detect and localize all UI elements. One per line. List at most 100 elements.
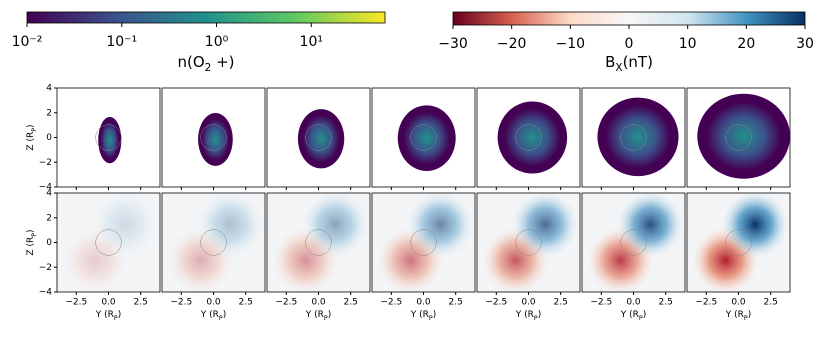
colorbar-tick-label: 10⁻¹ (106, 34, 137, 50)
x-axis-label-part: Y (R (725, 310, 744, 320)
x-tick-label: −2.5 (695, 298, 717, 308)
planet-outline (410, 229, 437, 256)
colorbar-label-part: 2 (205, 62, 212, 74)
plasma-region (697, 93, 790, 179)
y-tick-label: 2 (46, 213, 52, 223)
plasma-region (98, 116, 122, 164)
y-tick-label: −2 (39, 158, 52, 168)
colorbar (26, 11, 386, 24)
field-neg (616, 193, 684, 258)
planet-outline (200, 124, 227, 151)
x-tick-label: 2.5 (554, 298, 568, 308)
x-axis-label: Y (RP) (515, 310, 541, 322)
y-tick-label: −4 (39, 288, 53, 298)
x-tick-label: −2.5 (170, 298, 192, 308)
panel (372, 88, 475, 187)
x-tick-label: 2.5 (344, 298, 358, 308)
x-axis-label-part: Y (R (95, 310, 114, 320)
colorbar (452, 11, 806, 26)
y-tick-label: 0 (46, 238, 52, 248)
colorbar-tick-label: −10 (556, 36, 586, 52)
colorbar-tick-label: 10 (679, 36, 697, 52)
planet-outline (95, 229, 122, 256)
planet-outline (410, 124, 437, 151)
y-tick-label: 2 (46, 108, 52, 118)
x-tick-label: 2.5 (659, 298, 673, 308)
x-axis-label-part: ) (328, 310, 332, 320)
colorbar-label: BX(nT) (605, 53, 653, 75)
field-neg (196, 193, 264, 258)
x-axis-label-part: P (219, 315, 223, 322)
x-axis-label: Y (RP) (410, 310, 436, 322)
y-axis-label-part: Z (R (26, 132, 36, 151)
panel (267, 193, 370, 292)
x-axis-label-part: P (534, 315, 538, 322)
planet-outline (620, 124, 647, 151)
planet-outline (515, 124, 542, 151)
panel (57, 88, 160, 187)
x-axis-label-part: ) (118, 310, 122, 320)
x-tick-label: 2.5 (134, 298, 148, 308)
y-axis-label: Z (RP) (26, 124, 38, 150)
colorbar-label: n(O2 +) (177, 53, 234, 75)
planet-outline (725, 229, 752, 256)
x-axis-label-part: ) (223, 310, 227, 320)
x-tick-label: 2.5 (449, 298, 463, 308)
panel (582, 193, 685, 292)
y-axis-label-part: P (31, 233, 38, 237)
x-axis-label: Y (RP) (725, 310, 751, 322)
x-tick-label: 0.0 (416, 298, 431, 308)
x-axis-label-part: Y (R (620, 310, 639, 320)
planet-outline (305, 124, 332, 151)
x-axis-label: Y (RP) (95, 310, 121, 322)
x-axis-label-part: Y (R (200, 310, 219, 320)
x-axis-label-part: Y (R (515, 310, 534, 320)
y-tick-label: 4 (46, 84, 52, 94)
x-tick-label: 0.0 (206, 298, 221, 308)
planet-outline (725, 124, 752, 151)
colorbar-label-part: (nT) (623, 53, 653, 71)
x-axis-label-part: P (429, 315, 433, 322)
plasma-region (297, 109, 345, 169)
x-tick-label: −2.5 (65, 298, 87, 308)
plasma-region (198, 113, 233, 166)
plasma-region (597, 97, 679, 177)
y-tick-label: −4 (39, 183, 53, 193)
colorbar-label-part: B (605, 53, 615, 71)
y-axis-label: Z (RP) (26, 229, 38, 255)
x-axis-label-part: P (324, 315, 328, 322)
colorbar-tick-label: 10⁻² (12, 34, 43, 50)
planet-outline (305, 229, 332, 256)
x-axis-label: Y (RP) (305, 310, 331, 322)
x-tick-label: −2.5 (275, 298, 297, 308)
y-axis-label-part: ) (26, 229, 36, 233)
x-axis-label: Y (RP) (200, 310, 226, 322)
panel (477, 88, 580, 187)
x-axis-label-part: P (639, 315, 643, 322)
colorbar-label-part: +) (211, 53, 234, 71)
y-tick-label: 0 (46, 133, 52, 143)
x-axis-label-part: P (744, 315, 748, 322)
field-neg (511, 193, 579, 258)
colorbar-label-part: X (615, 62, 622, 74)
panel (267, 88, 370, 187)
colorbar-tick-label: 10⁰ (205, 34, 229, 50)
x-axis-label-part: ) (538, 310, 542, 320)
x-tick-label: −2.5 (485, 298, 507, 308)
colorbar-tick-label: 20 (737, 36, 755, 52)
panel (162, 88, 265, 187)
plasma-region (497, 101, 568, 174)
x-tick-label: 0.0 (626, 298, 641, 308)
x-tick-label: 0.0 (311, 298, 326, 308)
x-tick-label: −2.5 (590, 298, 612, 308)
x-axis-label-part: Y (R (305, 310, 324, 320)
y-axis-label-part: ) (26, 124, 36, 128)
x-axis-label-part: P (114, 315, 118, 322)
panel (687, 193, 790, 292)
panel (582, 88, 685, 187)
panel (687, 88, 790, 187)
x-tick-label: 0.0 (101, 298, 116, 308)
plasma-region (397, 105, 456, 171)
x-tick-label: 0.0 (731, 298, 746, 308)
